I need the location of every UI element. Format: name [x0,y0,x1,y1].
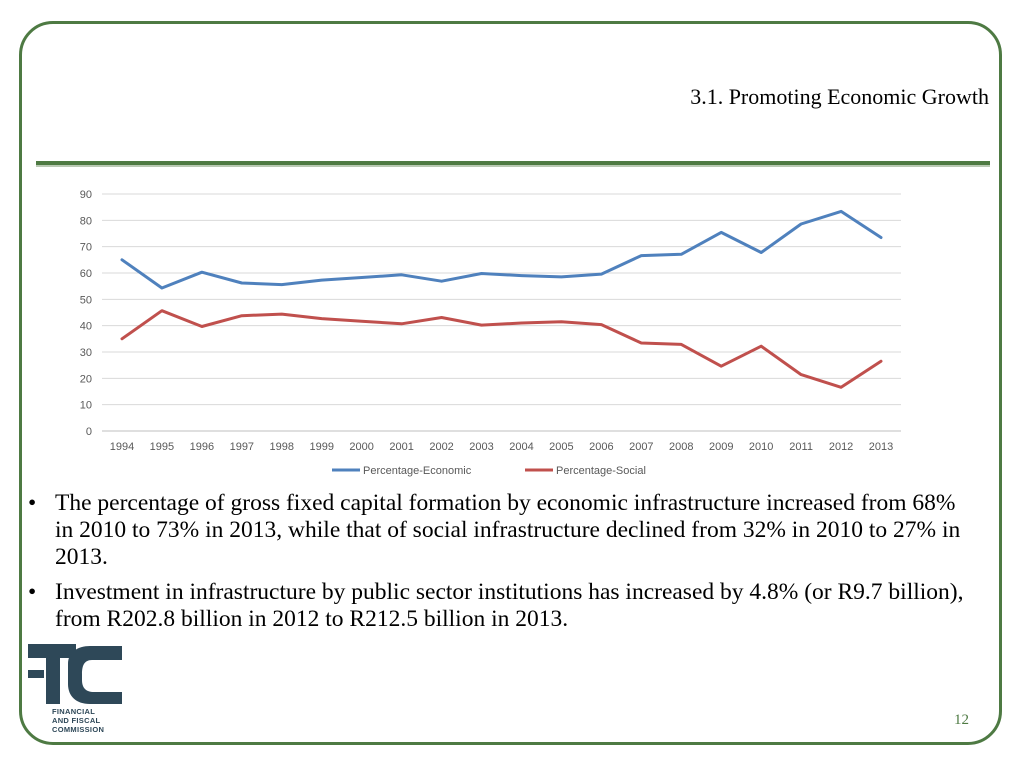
x-tick-label: 2007 [629,441,653,453]
x-tick-label: 2009 [709,441,733,453]
x-tick-label: 1999 [309,441,333,453]
title-divider-shadow [36,165,990,167]
legend-label: Percentage-Economic [363,465,472,477]
y-tick-label: 30 [80,347,92,359]
bullet-item: • The percentage of gross fixed capital f… [28,490,978,571]
x-tick-label: 2005 [549,441,573,453]
y-tick-label: 0 [86,426,92,438]
y-tick-label: 20 [80,373,92,385]
y-tick-label: 50 [80,294,92,306]
x-tick-label: 1995 [150,441,174,453]
title-divider [36,161,990,165]
y-tick-label: 80 [80,215,92,227]
bullet-dot-icon: • [28,490,37,516]
x-tick-label: 2003 [469,441,493,453]
y-tick-label: 60 [80,268,92,280]
y-tick-label: 40 [80,321,92,333]
logo-text: FINANCIAL AND FISCAL COMMISSION [52,707,104,734]
x-tick-label: 2013 [869,441,893,453]
x-tick-label: 2012 [829,441,853,453]
y-tick-label: 70 [80,242,92,254]
x-tick-label: 2010 [749,441,773,453]
x-tick-label: 1998 [270,441,294,453]
page-number: 12 [954,712,969,728]
slide-title: 3.1. Promoting Economic Growth [690,84,989,109]
x-tick-label: 1997 [230,441,254,453]
x-tick-label: 1994 [110,441,134,453]
bullet-item: • Investment in infrastructure by public … [28,579,978,633]
x-tick-label: 1996 [190,441,214,453]
x-tick-label: 2000 [349,441,373,453]
bullet-list: • The percentage of gross fixed capital f… [28,490,978,641]
x-tick-label: 2001 [389,441,413,453]
bullet-text: Investment in infrastructure by public s… [55,579,964,632]
x-tick-label: 2006 [589,441,613,453]
legend-label: Percentage-Social [556,465,646,477]
y-tick-label: 10 [80,400,92,412]
logo-text-line: COMMISSION [52,725,105,734]
line-chart: 0 10 20 30 40 50 60 70 80 90 1994 1995 1996 1997 1998 1… [80,189,901,477]
x-tick-label: 2011 [789,441,813,453]
x-tick-label: 2002 [429,441,453,453]
ffc-logo-icon [28,644,122,704]
y-tick-label: 90 [80,189,92,201]
bullet-text: The percentage of gross fixed capital fo… [55,490,961,570]
logo-text-line: AND FISCAL [52,716,101,725]
x-tick-label: 2008 [669,441,693,453]
series-line [120,209,883,290]
bullet-dot-icon: • [28,579,37,605]
x-tick-label: 2004 [509,441,533,453]
slide-frame [19,21,1002,745]
logo-text-line: FINANCIAL [52,707,96,716]
series-line [120,309,883,389]
